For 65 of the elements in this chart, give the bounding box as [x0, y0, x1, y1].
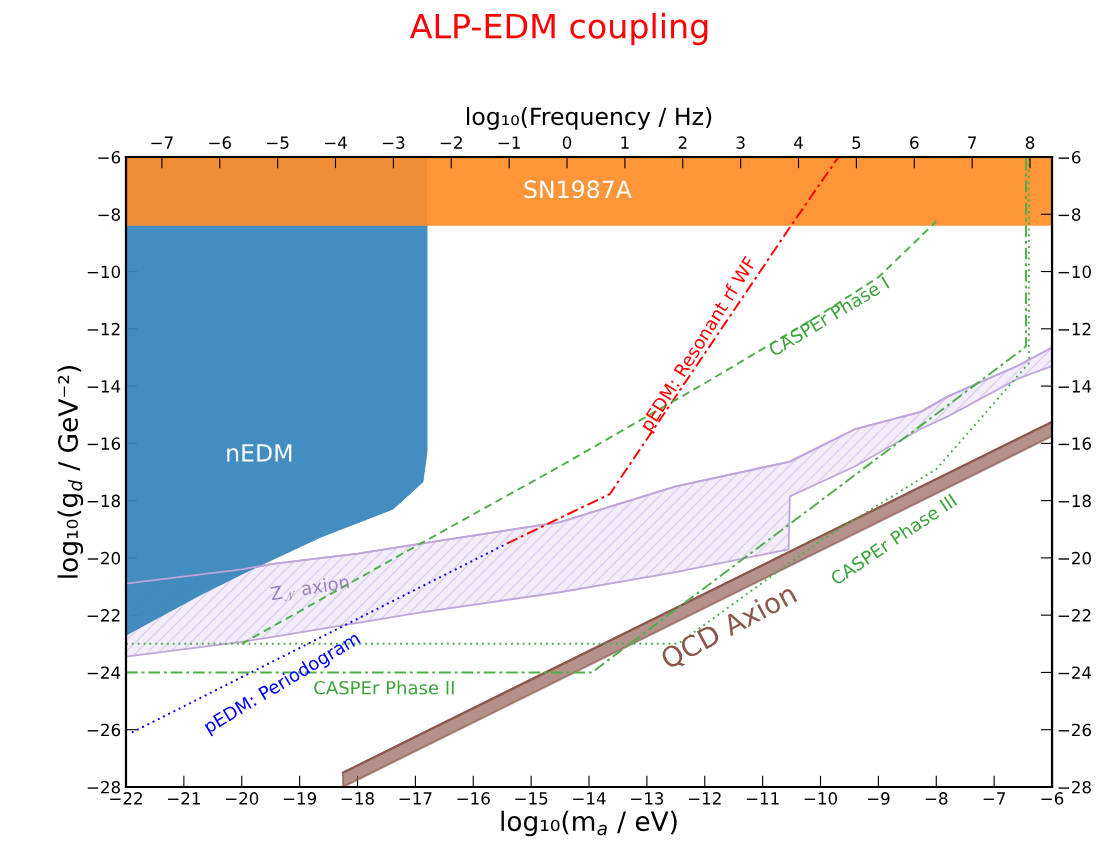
y-axis-title: log₁₀(g$_{d}$ / GeV⁻²)	[57, 366, 84, 578]
y2-tick-label: −24	[1058, 666, 1092, 679]
y2-tick-label: −12	[1058, 322, 1091, 336]
y2-tick-label: −14	[1058, 380, 1092, 393]
x-tick-label: −12	[688, 792, 721, 805]
y-tick-label: −10	[87, 265, 121, 279]
x2-tick-label: −7	[151, 136, 173, 149]
y-tick-label: −22	[87, 609, 120, 622]
y2-tick-label: −8	[1058, 208, 1081, 221]
x-tick-label: −10	[804, 792, 837, 805]
x-tick-label: −14	[573, 792, 606, 805]
x2-tick-label: −1	[498, 136, 520, 149]
y2-tick-label: −26	[1058, 723, 1091, 737]
x-tick-label: −13	[631, 792, 664, 805]
x-tick-label: −20	[225, 792, 259, 805]
x2-tick-label: 0	[562, 136, 572, 149]
y-tick-label: −16	[87, 437, 121, 450]
y-tick-label: −8	[98, 208, 120, 221]
band-label: SN1987A	[524, 180, 632, 199]
y-tick-label: −6	[98, 150, 121, 164]
y-tick-label: −18	[87, 494, 120, 508]
x2-axis-title: log₁₀(Frequency / Hz)	[467, 106, 712, 130]
chart-title: ALP-EDM coupling	[409, 12, 708, 46]
y-tick-label: −28	[87, 780, 120, 794]
x-tick-label: −6	[1041, 792, 1064, 805]
x2-tick-label: 7	[968, 136, 977, 149]
x-tick-label: −7	[983, 792, 1005, 805]
x2-tick-label: −6	[209, 136, 231, 149]
x2-tick-label: 5	[852, 136, 861, 149]
y2-tick-label: −18	[1058, 494, 1091, 508]
annotation: QCD Axion	[658, 582, 799, 673]
annotation: Z$_{𝒩}$ axion	[270, 574, 350, 604]
x2-tick-label: −3	[382, 136, 405, 149]
y2-tick-label: −16	[1058, 437, 1091, 450]
y2-tick-label: −22	[1058, 609, 1091, 622]
y-tick-label: −24	[87, 666, 121, 679]
x2-tick-label: 6	[910, 136, 919, 149]
annotation: nEDM	[227, 444, 292, 462]
x2-tick-label: 4	[794, 136, 803, 149]
x2-tick-label: 8	[1025, 136, 1035, 149]
y2-tick-label: −20	[1058, 551, 1091, 565]
x2-tick-label: −2	[440, 136, 462, 149]
x-tick-label: −22	[110, 792, 142, 805]
y2-tick-label: −28	[1058, 780, 1091, 794]
x2-tick-label: −4	[324, 136, 347, 149]
x2-tick-label: 2	[678, 136, 687, 149]
x-tick-label: −11	[746, 792, 779, 805]
x-tick-label: −15	[515, 792, 548, 805]
x-tick-label: −8	[925, 792, 948, 805]
x-tick-label: −18	[341, 792, 374, 805]
x-axis-title: log₁₀(m$_{a}$ / eV)	[501, 810, 677, 837]
x-tick-label: −19	[283, 792, 317, 805]
x-tick-label: −17	[399, 792, 432, 805]
y2-tick-label: −10	[1058, 265, 1091, 279]
x2-tick-label: 3	[736, 136, 745, 149]
y-tick-label: −26	[87, 723, 121, 737]
x-tick-label: −21	[168, 792, 200, 805]
x2-tick-label: −5	[267, 136, 289, 149]
x-tick-label: −16	[457, 792, 490, 805]
y-tick-label: −14	[87, 380, 121, 393]
x-tick-label: −9	[867, 792, 890, 805]
y-tick-label: −20	[87, 551, 121, 565]
x2-tick-label: 1	[621, 136, 629, 149]
y-tick-label: −12	[87, 322, 120, 336]
y2-tick-label: −6	[1058, 150, 1081, 164]
